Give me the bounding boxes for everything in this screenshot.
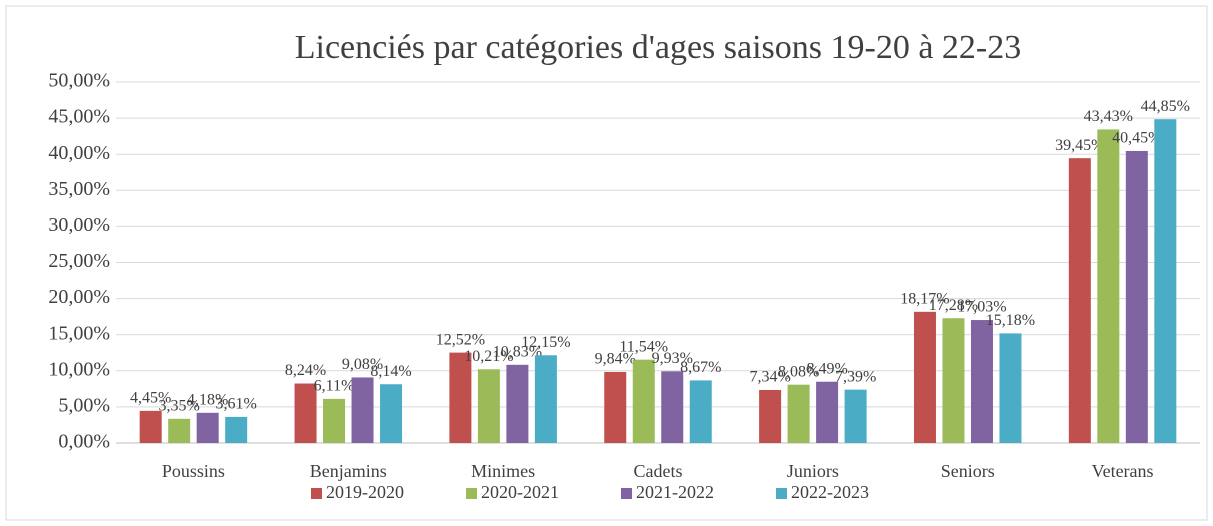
data-label: 40,45% — [1112, 130, 1161, 147]
legend-swatch — [776, 488, 787, 499]
bar — [380, 384, 403, 443]
bar — [604, 371, 627, 443]
bar — [323, 398, 346, 443]
bar — [844, 389, 867, 443]
bar — [139, 410, 162, 443]
data-label: 15,18% — [986, 312, 1035, 329]
x-tick-label: Benjamins — [310, 461, 387, 481]
bar — [1068, 158, 1091, 443]
y-tick-label: 10,00% — [48, 358, 110, 380]
y-tick-label: 15,00% — [48, 322, 110, 344]
bar — [661, 371, 684, 443]
data-label: 8,14% — [370, 363, 411, 380]
bar — [999, 333, 1022, 443]
data-label: 3,35% — [159, 397, 200, 414]
bar — [294, 383, 317, 443]
bar — [168, 418, 191, 443]
legend-swatch — [311, 488, 322, 499]
data-label: 7,39% — [835, 368, 876, 385]
bar — [477, 369, 500, 443]
y-tick-label: 50,00% — [48, 70, 110, 92]
data-label: 9,84% — [595, 351, 636, 368]
x-tick-label: Seniors — [941, 461, 995, 481]
data-label: 8,49% — [806, 360, 847, 377]
data-label: 12,15% — [521, 334, 570, 351]
bar — [534, 355, 557, 443]
data-label: 3,61% — [216, 396, 257, 413]
data-label: 17,03% — [957, 299, 1006, 316]
x-tick-label: Poussins — [162, 461, 225, 481]
data-label: 4,45% — [130, 390, 171, 407]
x-tick-label: Minimes — [471, 461, 535, 481]
bar — [816, 381, 839, 443]
bar — [942, 318, 965, 443]
bar — [351, 377, 374, 443]
bar — [1154, 119, 1177, 444]
data-label: 8,08% — [778, 363, 819, 380]
y-tick-label: 35,00% — [48, 178, 110, 200]
data-label: 10,21% — [464, 348, 513, 365]
legend-swatch — [621, 488, 632, 499]
bar — [787, 384, 810, 443]
y-tick-label: 30,00% — [48, 214, 110, 236]
bar — [506, 364, 529, 443]
y-tick-label: 20,00% — [48, 286, 110, 308]
legend-label: 2019-2020 — [326, 482, 404, 502]
bar — [689, 380, 712, 443]
x-tick-label: Cadets — [634, 461, 683, 481]
y-tick-label: 40,00% — [48, 142, 110, 164]
data-label: 6,11% — [314, 378, 355, 395]
data-label: 18,17% — [900, 290, 949, 307]
y-tick-label: 5,00% — [58, 394, 110, 416]
bar — [632, 359, 655, 443]
data-label: 9,08% — [342, 356, 383, 373]
y-tick-label: 25,00% — [48, 250, 110, 272]
bar — [759, 390, 782, 443]
x-tick-label: Veterans — [1092, 461, 1154, 481]
data-label: 11,54% — [619, 338, 668, 355]
y-tick-label: 45,00% — [48, 106, 110, 128]
legend-label: 2021-2022 — [636, 482, 714, 502]
bar — [196, 412, 219, 443]
data-label: 8,67% — [680, 359, 721, 376]
data-label: 7,34% — [749, 369, 790, 386]
data-label: 8,24% — [285, 362, 326, 379]
data-label: 44,85% — [1141, 98, 1190, 115]
data-label: 43,43% — [1084, 108, 1133, 125]
data-label: 9,93% — [652, 350, 693, 367]
bar — [225, 416, 248, 443]
legend-label: 2022-2023 — [791, 482, 869, 502]
chart-title: Licenciés par catégories d'ages saisons … — [295, 29, 1021, 66]
legend-label: 2020-2021 — [481, 482, 559, 502]
bar — [1097, 129, 1120, 443]
legend-swatch — [466, 488, 477, 499]
data-label: 17,28% — [929, 297, 978, 314]
data-label: 39,45% — [1055, 137, 1104, 154]
bar — [913, 311, 936, 443]
x-tick-label: Juniors — [787, 461, 839, 481]
data-label: 4,18% — [187, 391, 228, 408]
data-label: 10,83% — [493, 343, 542, 360]
data-label: 12,52% — [436, 331, 485, 348]
bar — [970, 320, 993, 443]
y-tick-label: 0,00% — [58, 431, 110, 453]
bar — [1125, 150, 1148, 444]
bar — [449, 352, 472, 443]
